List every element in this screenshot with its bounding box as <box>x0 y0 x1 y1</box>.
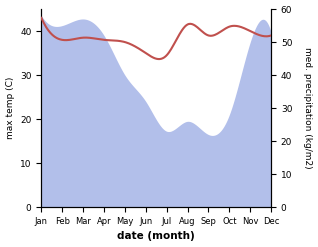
Y-axis label: max temp (C): max temp (C) <box>5 77 15 139</box>
X-axis label: date (month): date (month) <box>117 231 195 242</box>
Y-axis label: med. precipitation (kg/m2): med. precipitation (kg/m2) <box>303 47 313 169</box>
